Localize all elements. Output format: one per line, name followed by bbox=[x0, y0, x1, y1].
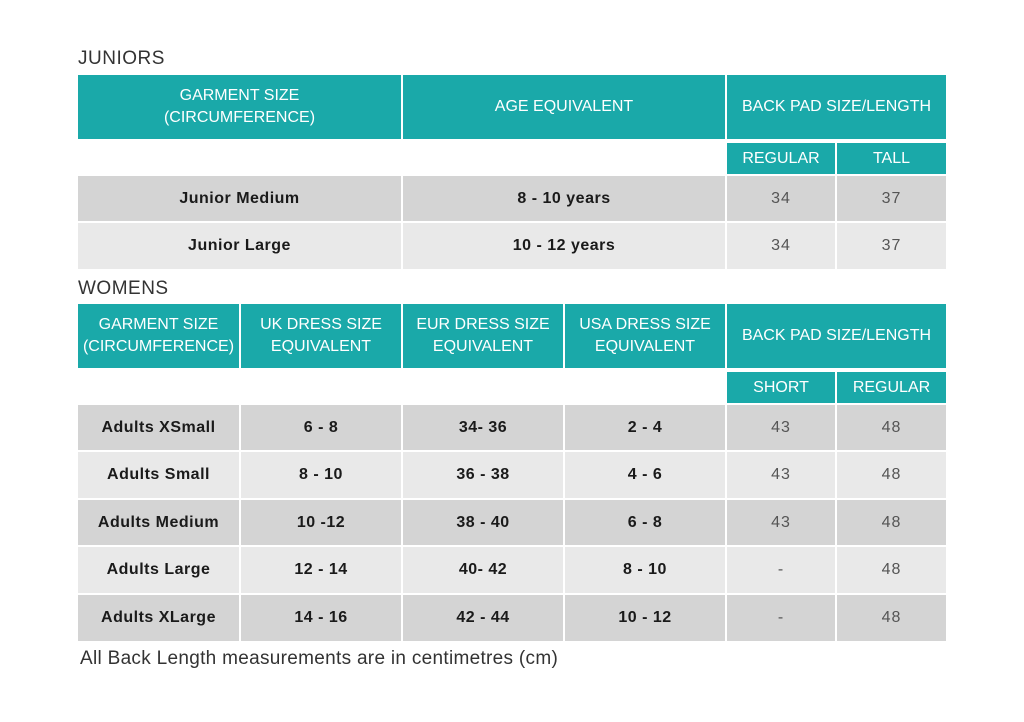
womens-row-1-size: Adults XSmall bbox=[78, 405, 239, 450]
womens-row-3-short: 43 bbox=[727, 500, 835, 545]
womens-row-1-uk: 6 - 8 bbox=[241, 405, 401, 450]
womens-row-4-uk: 12 - 14 bbox=[241, 547, 401, 593]
womens-row-1-usa: 2 - 4 bbox=[565, 405, 725, 450]
junior-row-1-age: 8 - 10 years bbox=[403, 176, 725, 221]
junior-row-2-tall: 37 bbox=[837, 223, 946, 269]
womens-row-3-size: Adults Medium bbox=[78, 500, 239, 545]
junior-row-1-size: Junior Medium bbox=[78, 176, 401, 221]
juniors-header-age: AGE EQUIVALENT bbox=[403, 75, 725, 139]
womens-row-1-eur: 34- 36 bbox=[403, 405, 563, 450]
juniors-title: JUNIORS bbox=[78, 48, 165, 69]
junior-row-2-regular: 34 bbox=[727, 223, 835, 269]
measurement-note: All Back Length measurements are in cent… bbox=[80, 648, 559, 669]
womens-row-4-short: - bbox=[727, 547, 835, 593]
womens-row-2-size: Adults Small bbox=[78, 452, 239, 498]
womens-subheader-short: SHORT bbox=[727, 372, 835, 403]
womens-header-backpad: BACK PAD SIZE/LENGTH bbox=[727, 304, 946, 368]
womens-subheader-regular: REGULAR bbox=[837, 372, 946, 403]
womens-row-2-uk: 8 - 10 bbox=[241, 452, 401, 498]
junior-row-2-size: Junior Large bbox=[78, 223, 401, 269]
womens-row-5-usa: 10 - 12 bbox=[565, 595, 725, 641]
juniors-subheader-regular: REGULAR bbox=[727, 143, 835, 174]
juniors-header-garment: GARMENT SIZE (CIRCUMFERENCE) bbox=[78, 75, 401, 139]
juniors-header-backpad: BACK PAD SIZE/LENGTH bbox=[727, 75, 946, 139]
womens-row-5-uk: 14 - 16 bbox=[241, 595, 401, 641]
womens-row-3-eur: 38 - 40 bbox=[403, 500, 563, 545]
womens-header-uk: UK DRESS SIZE EQUIVALENT bbox=[241, 304, 401, 368]
womens-title: WOMENS bbox=[78, 278, 169, 299]
womens-row-4-eur: 40- 42 bbox=[403, 547, 563, 593]
womens-row-5-eur: 42 - 44 bbox=[403, 595, 563, 641]
womens-row-3-regular: 48 bbox=[837, 500, 946, 545]
womens-row-2-regular: 48 bbox=[837, 452, 946, 498]
womens-header-usa: USA DRESS SIZE EQUIVALENT bbox=[565, 304, 725, 368]
juniors-subheader-tall: TALL bbox=[837, 143, 946, 174]
womens-row-3-usa: 6 - 8 bbox=[565, 500, 725, 545]
womens-row-2-eur: 36 - 38 bbox=[403, 452, 563, 498]
junior-row-2-age: 10 - 12 years bbox=[403, 223, 725, 269]
womens-row-1-regular: 48 bbox=[837, 405, 946, 450]
womens-row-2-usa: 4 - 6 bbox=[565, 452, 725, 498]
womens-row-4-regular: 48 bbox=[837, 547, 946, 593]
womens-row-5-short: - bbox=[727, 595, 835, 641]
womens-header-garment: GARMENT SIZE (CIRCUMFERENCE) bbox=[78, 304, 239, 368]
junior-row-1-regular: 34 bbox=[727, 176, 835, 221]
womens-row-1-short: 43 bbox=[727, 405, 835, 450]
womens-row-4-size: Adults Large bbox=[78, 547, 239, 593]
womens-row-5-regular: 48 bbox=[837, 595, 946, 641]
womens-row-2-short: 43 bbox=[727, 452, 835, 498]
womens-row-5-size: Adults XLarge bbox=[78, 595, 239, 641]
womens-row-3-uk: 10 -12 bbox=[241, 500, 401, 545]
womens-header-eur: EUR DRESS SIZE EQUIVALENT bbox=[403, 304, 563, 368]
womens-row-4-usa: 8 - 10 bbox=[565, 547, 725, 593]
junior-row-1-tall: 37 bbox=[837, 176, 946, 221]
